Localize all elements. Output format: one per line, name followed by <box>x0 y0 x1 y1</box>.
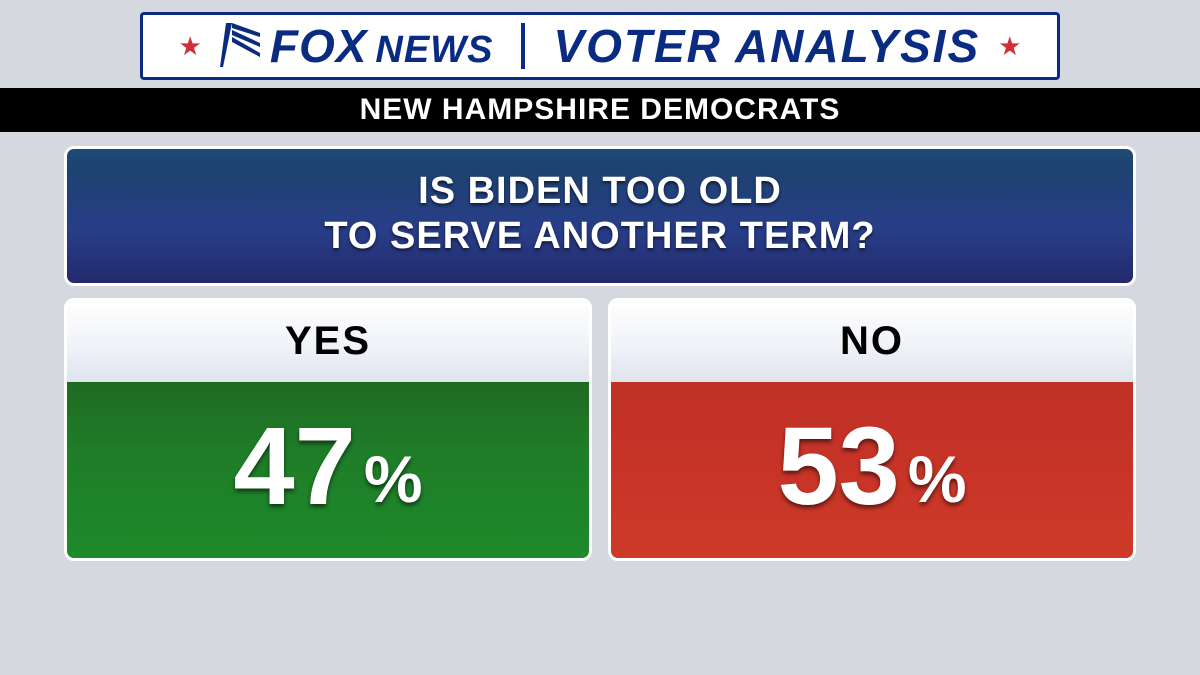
segment-title: VOTER ANALYSIS <box>553 19 980 73</box>
content-panel: IS BIDEN TOO OLD TO SERVE ANOTHER TERM? … <box>64 146 1136 561</box>
result-cell-no: NO 53 % <box>608 298 1136 561</box>
question-box: IS BIDEN TOO OLD TO SERVE ANOTHER TERM? <box>64 146 1136 286</box>
header-banner-wrap: ★ FOX NEWS VOTER ANALYSIS ★ <box>0 12 1200 80</box>
result-number-no: 53 <box>777 412 899 522</box>
header-banner: ★ FOX NEWS VOTER ANALYSIS ★ <box>140 12 1061 80</box>
subheader-text: NEW HAMPSHIRE DEMOCRATS <box>360 93 841 127</box>
question-line-1: IS BIDEN TOO OLD <box>107 169 1093 214</box>
result-cell-yes: YES 47 % <box>64 298 592 561</box>
percent-icon: % <box>364 446 423 512</box>
brand-logo: FOX NEWS <box>220 19 494 73</box>
question-line-2: TO SERVE ANOTHER TERM? <box>107 214 1093 259</box>
percent-icon: % <box>908 446 967 512</box>
result-number-yes: 47 <box>233 412 355 522</box>
brand-logo-text: FOX NEWS <box>270 19 494 73</box>
star-icon: ★ <box>998 33 1021 59</box>
results-row: YES 47 % NO 53 % <box>64 298 1136 561</box>
subheader-bar: NEW HAMPSHIRE DEMOCRATS <box>0 88 1200 132</box>
spotlight-icon <box>220 21 260 72</box>
result-value-no: 53 % <box>611 382 1133 558</box>
star-icon: ★ <box>179 33 202 59</box>
brand-logo-fox: FOX <box>270 19 368 73</box>
result-value-yes: 47 % <box>67 382 589 558</box>
result-label-yes: YES <box>67 301 589 382</box>
divider <box>521 23 525 69</box>
result-label-no: NO <box>611 301 1133 382</box>
brand-logo-news: NEWS <box>375 29 493 72</box>
